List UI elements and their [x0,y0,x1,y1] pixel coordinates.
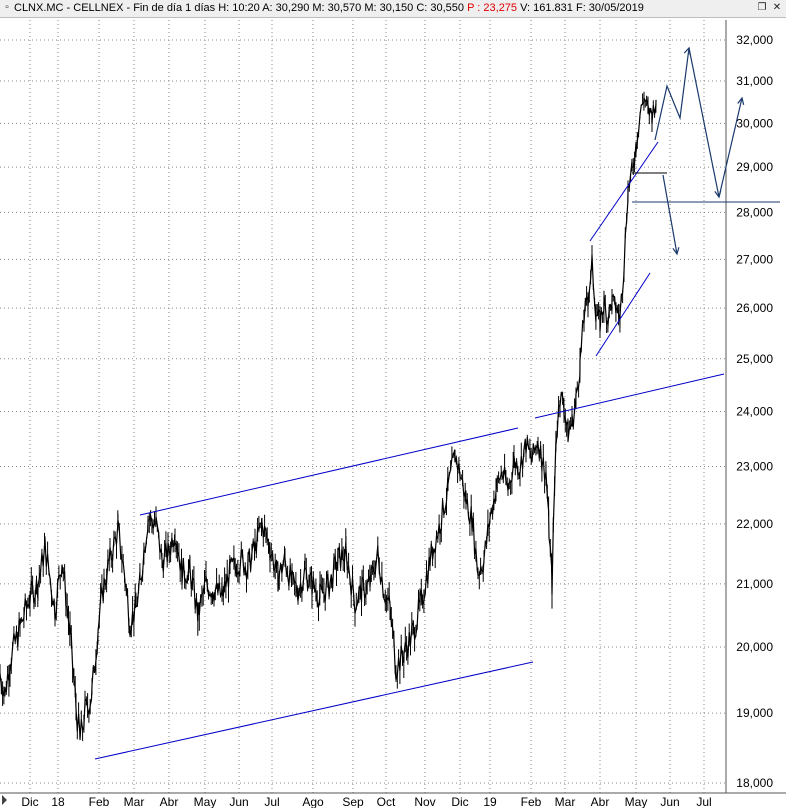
channel-bottom-line [94,661,534,760]
x-tick-label: May [625,795,648,808]
y-tick-label: 32,000 [736,33,773,47]
x-tick-label: Jun [660,795,679,808]
x-tick-label: Dic [21,795,38,808]
price-series [0,91,657,742]
title-prefix: CLNX.MC - CELLNEX - Fin de día 1 días H:… [14,2,465,14]
y-tick-label: 30,000 [736,116,773,130]
flag-upper-line [589,141,659,242]
x-tick-label: Jul [696,795,711,808]
y-tick-label: 28,000 [736,205,773,219]
y-tick-label: 19,000 [736,706,773,720]
x-tick-label: Ago [302,795,324,808]
y-tick-label: 23,000 [736,459,773,473]
y-tick-label: 22,000 [736,517,773,531]
chart-grid [0,20,786,794]
x-tick-label: Mar [124,795,145,808]
close-icon[interactable]: ✕ [772,2,782,13]
arrow-head-icon [672,247,680,256]
y-tick-label: 27,000 [736,252,773,266]
x-tick-label: Dic [451,795,468,808]
projection-path [654,47,743,198]
title-low-flag: P : 23,275 [467,2,518,14]
title-suffix: V: 161.831 F: 30/05/2019 [520,2,644,14]
y-tick-label: 26,000 [736,301,773,315]
window-icon[interactable]: ▫ [5,2,9,13]
x-tick-label: 18 [51,795,65,808]
x-tick-label: Jul [264,795,279,808]
window-titlebar: ▫ CLNX.MC - CELLNEX - Fin de día 1 días … [0,0,786,18]
y-tick-label: 25,000 [736,352,773,366]
flag-lower-line [595,272,651,357]
y-tick-label: 29,000 [736,160,773,174]
scroll-left-icon[interactable] [2,795,7,805]
window-title: CLNX.MC - CELLNEX - Fin de día 1 días H:… [14,2,644,14]
arrow-head-icon [683,46,691,56]
arrow-head-icon [714,190,722,199]
restore-icon[interactable]: ❐ [757,2,767,13]
x-tick-label: Feb [521,795,542,808]
breakout-line [534,373,725,419]
price-line [0,97,657,740]
projection-down-path [662,174,678,255]
x-tick-label: Abr [591,795,610,808]
x-tick-label: May [194,795,217,808]
x-tick-label: Nov [414,795,435,808]
y-tick-label: 21,000 [736,577,773,591]
x-tick-label: Feb [89,795,110,808]
arrow-head-icon [737,96,745,105]
x-tick-label: Oct [377,795,396,808]
channel-top-line [139,427,519,516]
x-tick-label: Sep [342,795,364,808]
y-tick-label: 18,000 [736,776,773,790]
x-tick-label: Mar [555,795,576,808]
x-tick-label: Jun [229,795,248,808]
y-axis-ticks: 18,000 19,000 20,000 21,000 22,000 23,000 24,0… [736,33,773,790]
y-tick-label: 24,000 [736,405,773,419]
y-tick-label: 20,000 [736,640,773,654]
y-tick-label: 31,000 [736,74,773,88]
x-axis-ticks: Dic 18 Feb Mar Abr May Jun Jul Ago Sep Oct Nov Dic 19… [2,795,712,808]
x-tick-label: Abr [160,795,179,808]
x-tick-label: 19 [483,795,497,808]
trend-drawings [94,46,780,760]
